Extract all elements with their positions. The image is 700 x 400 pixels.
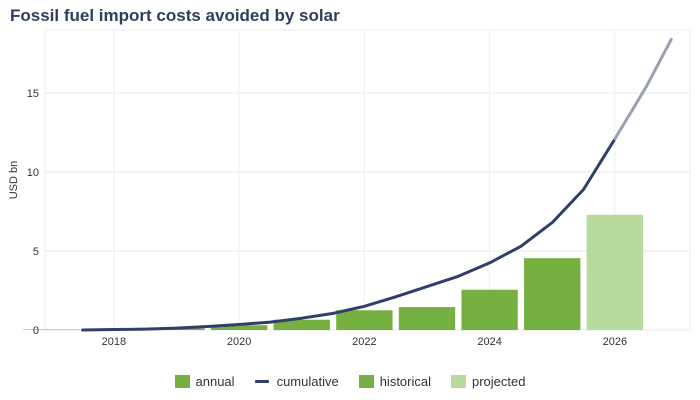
legend-item-annual: annual [174,374,235,389]
x-tick-label: 2024 [477,336,501,348]
bar-historical-2025 [524,258,581,330]
bar-historical-2024 [461,289,518,330]
axes: 0 5 10 15 2018 2020 2022 2024 2026 [27,88,627,348]
legend-label: projected [472,374,526,389]
x-tick-label: 2018 [102,336,126,348]
lines [81,38,673,332]
legend-swatch [358,375,374,388]
y-tick-label: 5 [33,246,39,258]
x-tick-label: 2022 [352,336,376,348]
legend-item-cumulative: cumulative [254,374,339,389]
legend-label: historical [379,374,431,389]
line-cumulative-projected [613,38,673,141]
line-cumulative [81,137,617,332]
bar-historical-2020 [210,325,268,330]
legend-item-projected: projected [451,374,525,389]
chart-area: 0 5 10 15 2018 2020 2022 2024 2026 USD bn [8,29,691,348]
bar-projected-2026 [586,214,644,330]
legend-swatch [254,380,269,383]
bar-historical-2021 [273,319,330,330]
y-axis-label: USD bn [8,161,20,200]
bar-historical-2022 [336,310,393,330]
y-tick-label: 10 [27,167,39,179]
legend-swatch [451,375,466,388]
y-tick-label: 15 [27,88,39,100]
chart-title: Fossil fuel import costs avoided by sola… [10,6,340,25]
legend-label: annual [195,374,235,389]
legend-label: cumulative [276,374,339,389]
legend-swatch [174,375,190,388]
legend-item-historical: historical [358,374,431,389]
bar-historical-2023 [398,307,456,330]
x-tick-label: 2026 [603,336,627,348]
x-tick-label: 2020 [227,336,251,348]
legend: annual cumulative historical projected [0,374,700,389]
y-tick-label: 0 [33,325,39,337]
